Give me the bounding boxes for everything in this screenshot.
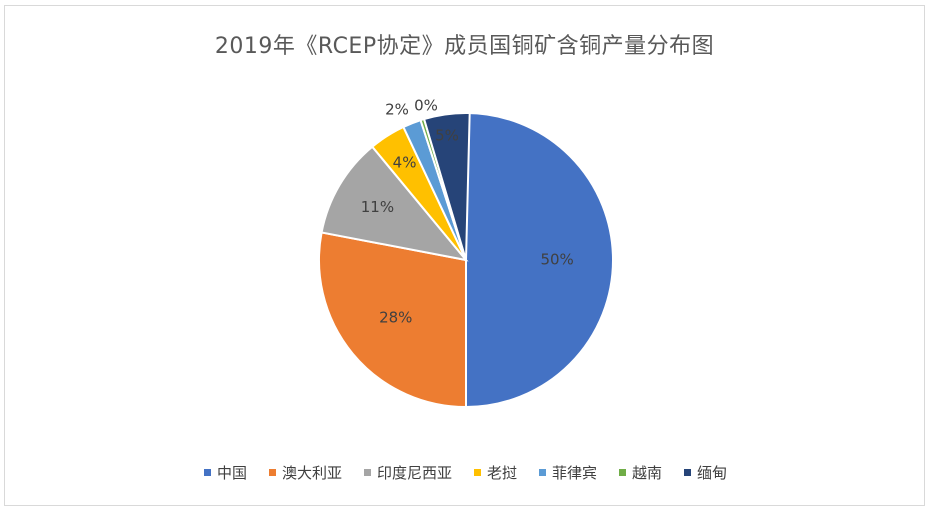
legend-item-5: 菲律宾 <box>539 462 597 483</box>
legend-label-5: 菲律宾 <box>552 464 598 482</box>
legend-label-3: 印度尼西亚 <box>376 464 452 482</box>
legend-item-7: 缅甸 <box>684 462 727 483</box>
legend-item-2: 澳大利亚 <box>268 462 342 483</box>
legend-label-6: 越南 <box>632 464 663 482</box>
legend-swatch-1 <box>203 469 211 476</box>
pie-slice-7 <box>422 112 471 261</box>
legend-swatch-3 <box>363 469 371 476</box>
pie-slice-2 <box>318 231 467 409</box>
legend: 中国 澳大利亚 印度尼西亚 老挝 菲律宾 越南 缅甸 <box>0 462 931 483</box>
legend-item-1: 中国 <box>203 462 247 483</box>
legend-label-1: 中国 <box>216 464 247 482</box>
chart-title: 2019年《RCEP协定》成员国铜矿含铜产量分布图 <box>214 34 715 59</box>
legend-item-4: 老挝 <box>473 462 517 483</box>
legend-swatch-6 <box>619 469 627 476</box>
data-label-5: 2% <box>385 101 409 119</box>
pie-slice-1 <box>465 111 614 409</box>
pie-slice-3 <box>320 145 469 262</box>
data-label-7: 5% <box>435 127 459 145</box>
legend-item-6: 越南 <box>619 462 662 483</box>
legend-label-7: 缅甸 <box>697 464 728 482</box>
data-label-6: 0% <box>414 97 438 115</box>
legend-label-4: 老挝 <box>486 464 517 482</box>
legend-swatch-2 <box>268 469 276 476</box>
legend-item-3: 印度尼西亚 <box>363 462 452 483</box>
legend-swatch-4 <box>473 469 481 476</box>
legend-label-2: 澳大利亚 <box>281 464 342 482</box>
legend-swatch-7 <box>684 469 692 476</box>
data-label-3: 11% <box>361 198 394 216</box>
data-label-2: 28% <box>379 309 412 327</box>
legend-swatch-5 <box>539 469 546 476</box>
data-label-4: 4% <box>393 154 417 172</box>
data-label-1: 50% <box>540 251 573 269</box>
